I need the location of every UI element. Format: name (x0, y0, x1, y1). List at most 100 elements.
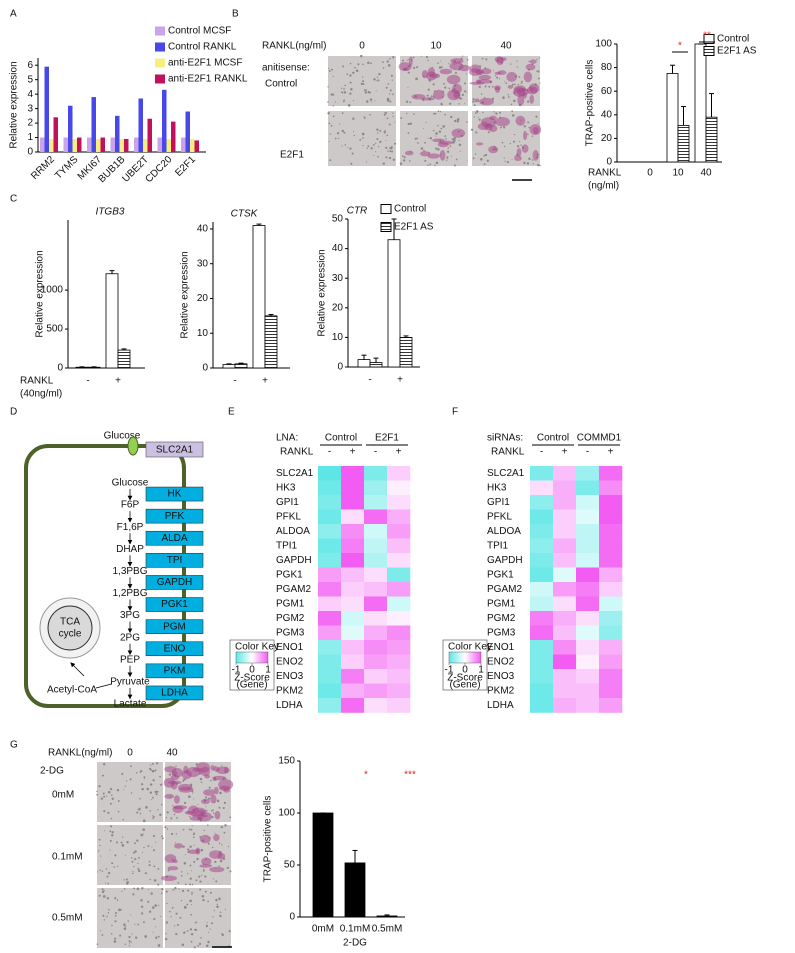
panel-label: A (10, 9, 17, 20)
cell-dot (228, 930, 231, 933)
cell-dot (461, 98, 463, 100)
row-label: HK3 (276, 482, 296, 493)
row-label: 0.5mM (52, 913, 83, 924)
dose-label: 0 (127, 748, 133, 759)
cell-dot (141, 787, 144, 791)
row-label: PGK1 (487, 569, 514, 580)
cell-dot (198, 875, 201, 878)
cell-dot (110, 933, 113, 935)
error-bar (109, 270, 115, 274)
heat-cell (341, 582, 365, 597)
cell-dot (99, 869, 101, 872)
y-tick-label: 1 (27, 132, 33, 143)
heat-cell (387, 654, 411, 670)
cell-dot (415, 77, 418, 81)
legend-swatch (703, 34, 715, 44)
osteoclast (178, 786, 194, 793)
color-key-title: Color Key (448, 642, 492, 653)
column-label: + (562, 447, 568, 458)
cell-dot (140, 834, 143, 837)
cell-dot (483, 163, 486, 165)
cell-dot (385, 140, 387, 142)
row-label: ALDOA (276, 526, 310, 537)
x-axis-label: 2-DG (343, 938, 367, 949)
heat-cell (599, 596, 623, 612)
heat-cell (364, 625, 388, 641)
cell-dot (481, 57, 484, 60)
cell-dot (391, 79, 393, 81)
bar (185, 111, 190, 152)
cell-dot (370, 62, 372, 65)
osteoclast (421, 97, 435, 101)
heat-cell (318, 567, 342, 583)
cell-dot (216, 799, 220, 803)
panel-label: G (10, 740, 18, 751)
color-key-title: Color Key (235, 642, 279, 653)
heat-cell (599, 480, 623, 496)
cell-dot (192, 836, 195, 839)
cell-dot (381, 61, 384, 64)
cell-dot (149, 810, 152, 812)
enzyme-label: HK (168, 489, 182, 500)
bar (166, 138, 171, 152)
cell-dot (360, 54, 363, 58)
cell-dot (121, 844, 125, 847)
bar (40, 137, 45, 152)
heat-cell (530, 524, 554, 539)
cell-dot (148, 864, 151, 867)
cell-dot (328, 141, 330, 143)
cell-dot (458, 103, 460, 105)
cell-dot (391, 148, 393, 150)
heat-cell (576, 654, 600, 670)
osteoclast (494, 71, 501, 76)
y-tick-label: 150 (278, 756, 295, 767)
cell-dot (527, 133, 529, 135)
cell-dot (134, 858, 137, 861)
heat-cell (576, 669, 600, 684)
heat-cell (599, 654, 623, 670)
cell-dot (164, 937, 168, 941)
cell-dot (484, 85, 487, 88)
heat-cell (599, 683, 623, 699)
cell-dot (171, 832, 174, 836)
cell-dot (215, 898, 218, 902)
panel-label: C (10, 194, 17, 205)
cell-dot (152, 834, 155, 837)
heat-cell (318, 538, 342, 554)
cell-dot (505, 82, 508, 85)
cell-dot (166, 828, 169, 830)
heat-cell (341, 567, 365, 583)
cell-dot (199, 880, 202, 883)
cell-dot (98, 838, 101, 841)
cell-dot (141, 783, 144, 786)
panel-label: E (228, 407, 235, 418)
chart-title: CTR (347, 206, 368, 217)
metabolite: 2PG (120, 632, 140, 643)
heat-cell (364, 611, 388, 626)
metabolite: 1,2PBG (112, 588, 147, 599)
x-tick-label: + (262, 376, 268, 387)
cell-dot (222, 806, 225, 810)
cell-dot (208, 786, 211, 789)
cell-dot (147, 900, 150, 903)
cell-dot (342, 100, 345, 103)
cell-dot (373, 155, 375, 157)
osteoclast (522, 91, 527, 99)
heat-cell (599, 466, 623, 481)
osteoclast (479, 97, 494, 106)
cell-dot (158, 904, 160, 907)
color-key-tick-label: 1 (478, 665, 484, 676)
cell-dot (114, 855, 117, 857)
cell-dot (537, 70, 540, 73)
bar (100, 137, 105, 152)
cell-dot (138, 869, 141, 873)
heat-cell (553, 698, 577, 713)
cell-dot (503, 157, 505, 159)
cell-dot (111, 797, 114, 800)
osteoclast (199, 834, 211, 844)
heat-cell (599, 553, 623, 568)
cell-dot (175, 833, 178, 835)
color-key-label: Z-Score (447, 673, 483, 684)
heat-cell (341, 611, 365, 626)
cell-dot (103, 919, 106, 921)
